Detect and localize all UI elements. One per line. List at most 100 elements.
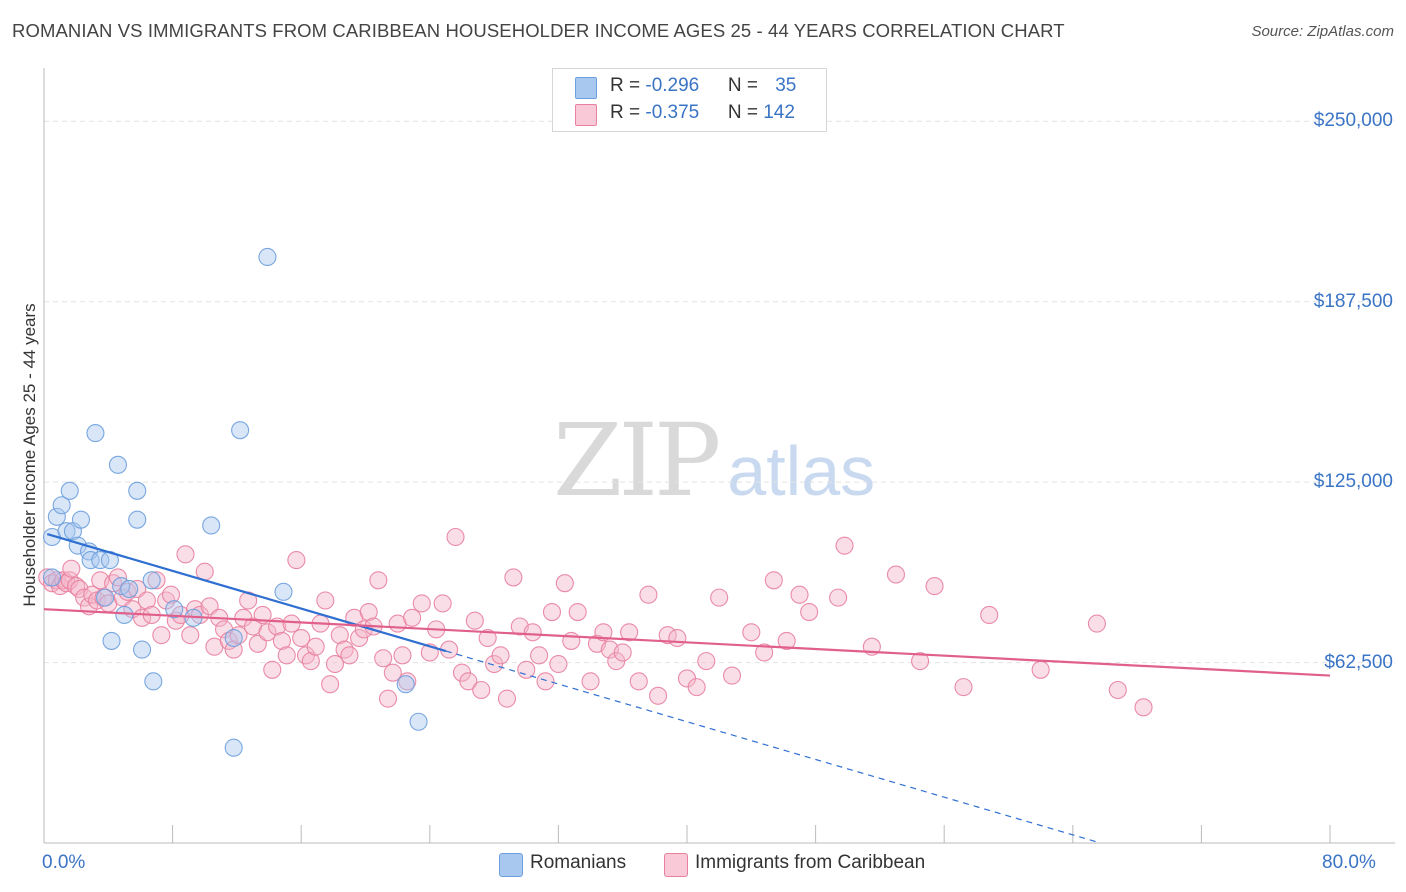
caribbean-point (620, 623, 639, 642)
caribbean-point (137, 591, 156, 610)
axes (43, 68, 1395, 844)
x-tick-min: 0.0% (42, 852, 86, 873)
caribbean-point (282, 614, 301, 633)
romanian-point (108, 455, 127, 474)
romanian-point (42, 568, 62, 587)
caribbean-point (536, 672, 555, 691)
romanian-points (42, 247, 428, 757)
legend-r-label: R = (610, 102, 646, 123)
caribbean-point (478, 628, 497, 648)
caribbean-point (200, 597, 219, 616)
caribbean-point (581, 672, 600, 691)
trend-lines (43, 533, 1331, 843)
romanian-point (91, 551, 110, 570)
romanian-point (133, 640, 152, 659)
romanian-point (60, 481, 79, 500)
chart-title: ROMANIAN VS IMMIGRANTS FROM CARIBBEAN HO… (12, 20, 1065, 41)
caribbean-point (340, 646, 359, 665)
romanian-point (128, 510, 147, 529)
caribbean-point (393, 646, 412, 665)
caribbean-point (755, 643, 774, 662)
caribbean-point (161, 585, 181, 604)
caribbean-point (147, 571, 166, 590)
caribbean-point (911, 652, 930, 671)
caribbean-point (181, 626, 200, 645)
caribbean-point (472, 680, 491, 700)
legend-label-romanians: Romanians (530, 852, 627, 873)
caribbean-point (62, 559, 81, 578)
caribbean-point (530, 646, 549, 665)
caribbean-point (258, 623, 277, 642)
caribbean-point (497, 689, 517, 708)
caribbean-point (398, 672, 417, 691)
caribbean-point (176, 545, 195, 564)
caribbean-point (383, 663, 402, 682)
romanian-point (81, 551, 100, 570)
y-tick-250000: $250,000 (1313, 110, 1393, 132)
caribbean-point (316, 591, 335, 610)
caribbean-point (433, 594, 452, 613)
caribbean-point (568, 603, 587, 622)
caribbean-point (446, 527, 465, 547)
watermark-atlas: atlas (727, 432, 876, 510)
legend-r-value: -0.375 (645, 102, 700, 123)
caribbean-point (954, 678, 973, 697)
caribbean-point (764, 571, 783, 590)
caribbean-point (925, 577, 944, 596)
caribbean-point (555, 574, 574, 593)
caribbean-point (687, 678, 706, 697)
caribbean-point (229, 626, 248, 645)
caribbean-points (38, 527, 1153, 717)
romanian-point (71, 510, 91, 529)
romanian-point (231, 421, 250, 440)
caribbean-point (1108, 680, 1127, 700)
caribbean-point (350, 628, 369, 648)
romanian-trend-line (46, 533, 447, 653)
caribbean-point (491, 646, 510, 665)
caribbean-point (306, 637, 325, 656)
caribbean-point (403, 608, 422, 627)
legend-r-label: R = (610, 75, 646, 96)
caribbean-point (219, 631, 238, 650)
romanian-point (128, 481, 147, 500)
legend-swatch-caribbean (664, 853, 688, 877)
romanian-point (165, 600, 184, 619)
y-tick-62500: $62,500 (1324, 651, 1393, 673)
legend-n-value: 142 (763, 102, 795, 123)
legend-swatch-romanians (575, 77, 597, 99)
caribbean-point (613, 643, 632, 662)
caribbean-point (542, 603, 562, 622)
watermark-zip: ZIP (553, 402, 721, 519)
caribbean-point (829, 588, 848, 607)
caribbean-point (562, 631, 581, 650)
caribbean-point (292, 628, 311, 648)
caribbean-point (301, 652, 320, 671)
caribbean-point (459, 672, 478, 691)
legend-swatch-romanians (499, 853, 523, 877)
caribbean-point (335, 640, 354, 659)
y-tick-187500: $187,500 (1313, 290, 1393, 312)
romanian-point (224, 628, 243, 648)
romanian-point (409, 712, 428, 731)
caribbean-point (697, 652, 716, 671)
caribbean-point (504, 568, 523, 587)
caribbean-point (710, 588, 729, 607)
legend-n-label: N = (727, 102, 764, 123)
legend-n-label: N = (727, 75, 764, 96)
caribbean-point (263, 660, 282, 679)
caribbean-point (325, 654, 345, 674)
caribbean-point (1031, 660, 1050, 679)
y-axis-label: Householder Income Ages 25 - 44 years (20, 303, 39, 607)
caribbean-point (465, 611, 484, 630)
romanian-point (396, 675, 415, 694)
romanian-point (142, 571, 161, 590)
legend-r-value: -0.296 (645, 75, 700, 96)
caribbean-point (287, 551, 306, 570)
romanian-point (120, 579, 139, 599)
caribbean-point (152, 626, 171, 645)
romanian-point (115, 605, 134, 624)
romanian-point (274, 582, 293, 601)
romanian-point (47, 507, 66, 526)
romanian-point (144, 672, 163, 691)
caribbean-point (549, 654, 568, 674)
